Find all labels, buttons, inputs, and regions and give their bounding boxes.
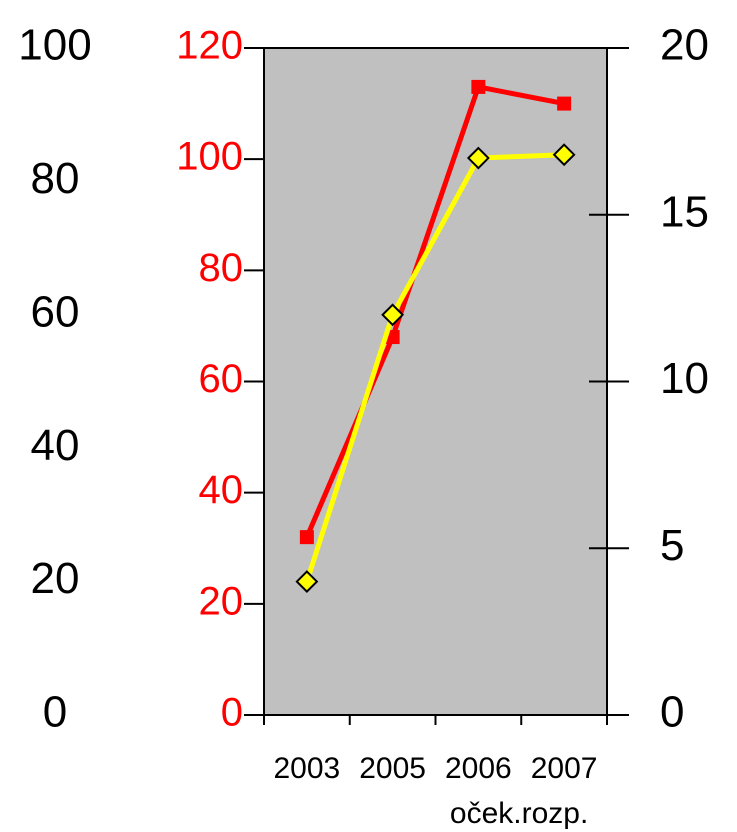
y-tick-label: 20 — [199, 579, 244, 623]
x-tick-label: 2005 — [359, 752, 426, 785]
marker — [466, 146, 490, 170]
y3-tick-label: 0 — [43, 688, 67, 737]
y-tick-label: 100 — [176, 135, 243, 179]
y3-tick-label: 100 — [18, 21, 91, 70]
y3-tick-label: 60 — [31, 287, 80, 336]
marker — [299, 530, 314, 545]
y-tick-label: 80 — [199, 246, 244, 290]
marker — [295, 570, 319, 594]
marker — [471, 79, 486, 94]
y2-tick-label: 15 — [660, 187, 709, 236]
marker — [552, 143, 576, 167]
marker — [557, 96, 572, 111]
y3-tick-label: 20 — [31, 554, 80, 603]
y2-tick-label: 10 — [660, 354, 709, 403]
series-line — [304, 84, 565, 539]
y2-tick-label: 20 — [660, 21, 709, 70]
x-annotation: oček.rozp. — [450, 797, 588, 830]
series-line — [304, 152, 565, 583]
x-tick-label: 2007 — [531, 752, 598, 785]
y2-tick-label: 0 — [660, 688, 684, 737]
x-tick-label: 2003 — [274, 752, 341, 785]
y3-tick-label: 80 — [31, 154, 80, 203]
y-tick-label: 0 — [221, 691, 243, 735]
y-tick-label: 120 — [176, 24, 243, 68]
x-tick-label: 2006 — [445, 752, 512, 785]
y3-tick-label: 40 — [31, 421, 80, 470]
marker — [381, 303, 405, 327]
y-tick-label: 60 — [199, 357, 244, 401]
y2-tick-label: 5 — [660, 521, 684, 570]
plot-area — [263, 47, 608, 716]
y-tick-label: 40 — [199, 468, 244, 512]
